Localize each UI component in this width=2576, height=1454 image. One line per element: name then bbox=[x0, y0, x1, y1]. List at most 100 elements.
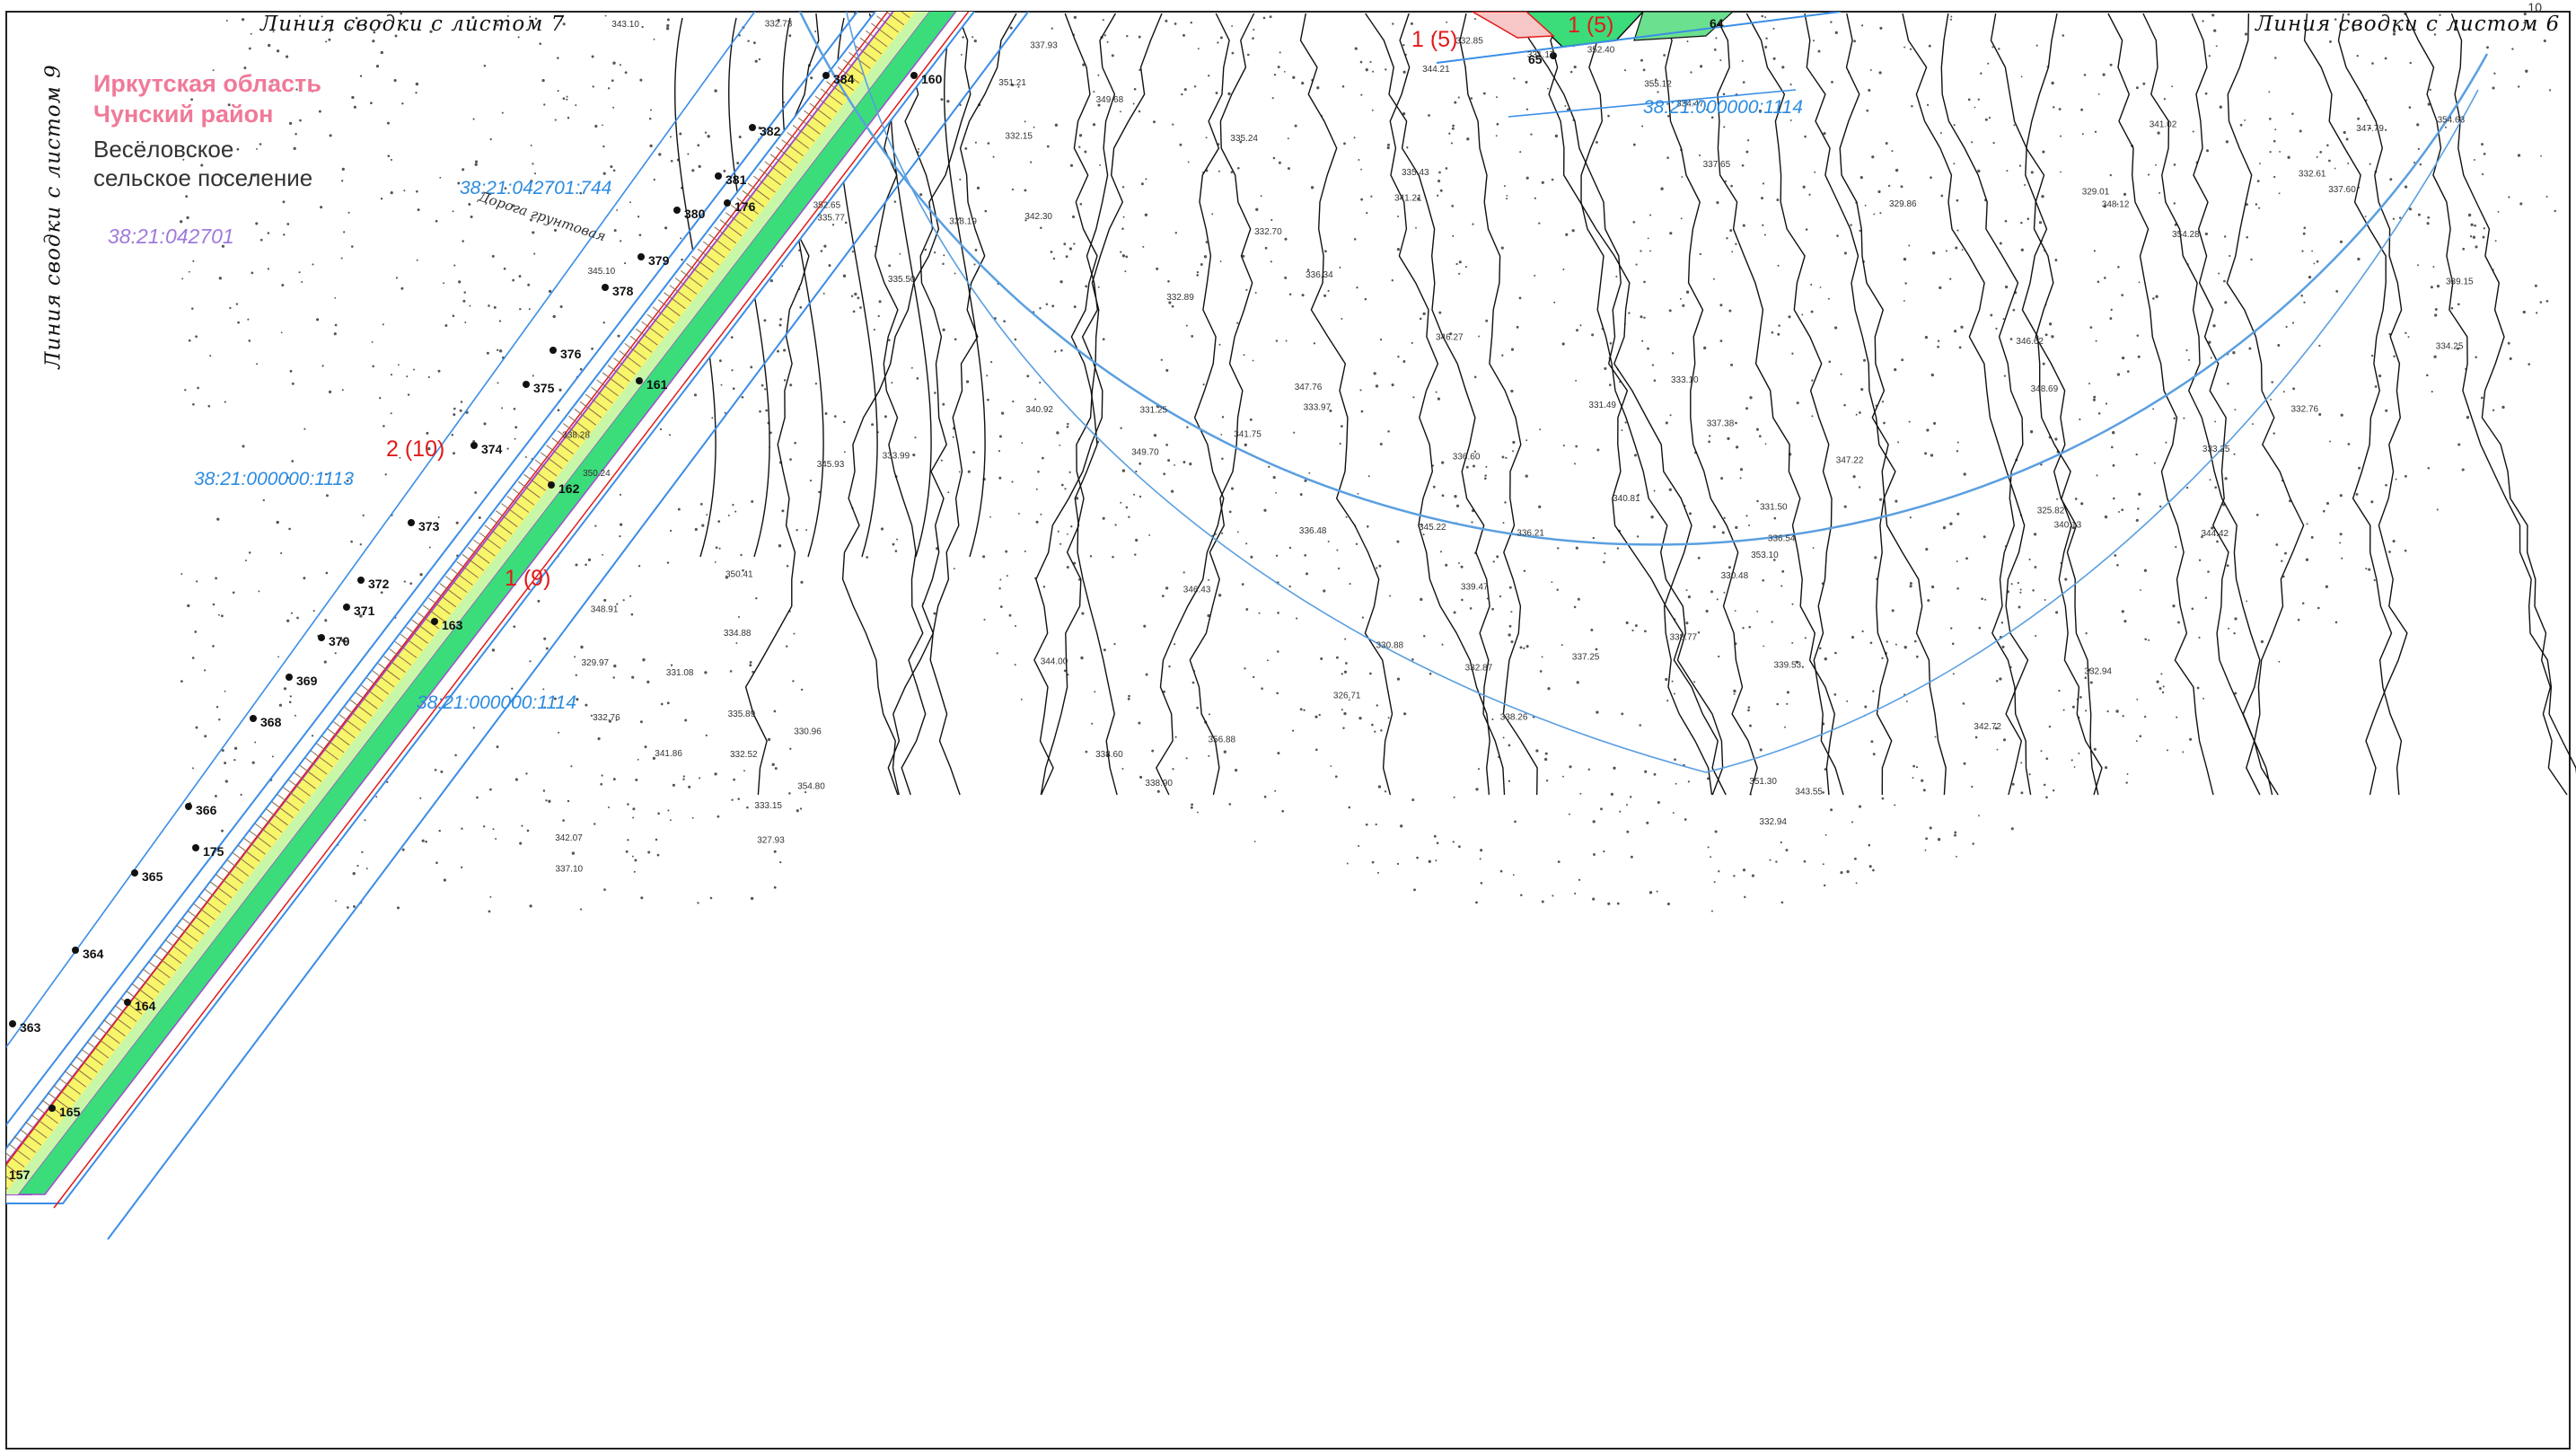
survey-dot bbox=[1777, 332, 1780, 336]
survey-dot bbox=[1697, 631, 1701, 634]
elevation-label: 332.76 bbox=[2291, 405, 2319, 415]
survey-dot bbox=[1145, 178, 1147, 181]
survey-dot bbox=[1872, 753, 1876, 756]
road-hatch bbox=[428, 597, 451, 615]
survey-dot bbox=[793, 632, 796, 635]
survey-dot bbox=[1576, 681, 1579, 684]
survey-dot bbox=[758, 57, 761, 61]
survey-dot bbox=[1925, 548, 1929, 551]
survey-dot bbox=[1014, 664, 1016, 666]
survey-dot bbox=[2089, 326, 2093, 329]
survey-dot bbox=[1859, 229, 1861, 233]
survey-dot bbox=[1273, 74, 1277, 76]
survey-dot bbox=[1998, 48, 2000, 50]
survey-dot bbox=[1271, 97, 1274, 100]
survey-dot bbox=[2102, 73, 2106, 76]
survey-dot bbox=[2457, 443, 2461, 446]
survey-dot bbox=[537, 599, 541, 603]
survey-dot bbox=[1263, 795, 1267, 798]
survey-dot bbox=[1576, 329, 1578, 332]
survey-dot bbox=[1275, 554, 1279, 557]
survey-dot bbox=[2079, 419, 2081, 421]
survey-dot bbox=[192, 402, 195, 406]
survey-dot bbox=[495, 838, 497, 840]
survey-dot bbox=[1121, 254, 1126, 258]
survey-dot bbox=[1244, 443, 1247, 447]
survey-dot bbox=[1963, 762, 1966, 765]
survey-dot bbox=[2480, 396, 2484, 400]
road-hatch bbox=[75, 1055, 98, 1073]
survey-dot bbox=[1756, 499, 1759, 503]
zone-label-2-10: 2 (10) bbox=[386, 436, 445, 462]
survey-dot bbox=[2501, 405, 2505, 410]
survey-dot bbox=[986, 375, 989, 377]
survey-dot bbox=[2313, 262, 2316, 265]
survey-dot bbox=[425, 840, 427, 843]
survey-dot bbox=[2291, 322, 2295, 324]
elevation-label: 337.38 bbox=[1707, 419, 1735, 428]
survey-dot bbox=[1900, 185, 1903, 189]
road-hatch bbox=[164, 939, 188, 956]
survey-dot bbox=[2472, 235, 2476, 239]
survey-dot bbox=[2110, 445, 2114, 449]
survey-dot bbox=[587, 558, 592, 562]
survey-dot bbox=[1674, 758, 1676, 762]
survey-dot bbox=[1260, 195, 1262, 198]
survey-dot bbox=[2482, 235, 2485, 239]
survey-dot bbox=[758, 126, 761, 130]
survey-dot bbox=[1151, 749, 1155, 753]
survey-dot bbox=[709, 896, 713, 900]
survey-dot bbox=[1909, 585, 1912, 588]
survey-dot bbox=[1466, 137, 1470, 141]
road-hatch bbox=[142, 968, 165, 986]
survey-dot bbox=[2395, 478, 2397, 480]
survey-dot bbox=[2469, 235, 2473, 238]
survey-dot bbox=[1878, 498, 1883, 501]
survey-dot bbox=[483, 825, 486, 828]
survey-dot bbox=[401, 102, 404, 105]
survey-dot bbox=[1439, 189, 1443, 192]
road-hatch bbox=[215, 874, 238, 892]
survey-dot bbox=[237, 181, 240, 183]
cadastral-block-label: 38:21:042701 bbox=[108, 225, 234, 248]
road-hatch bbox=[804, 110, 826, 128]
survey-dot bbox=[557, 409, 560, 412]
survey-dot bbox=[395, 277, 398, 279]
survey-dot bbox=[1496, 96, 1498, 99]
survey-dot bbox=[221, 749, 224, 753]
survey-dot bbox=[513, 625, 516, 629]
contour-line bbox=[868, 13, 927, 796]
survey-dot bbox=[291, 460, 295, 463]
survey-dot bbox=[1547, 687, 1551, 691]
survey-dot bbox=[197, 386, 199, 390]
survey-dot bbox=[1675, 782, 1677, 785]
survey-dot bbox=[1242, 254, 1245, 258]
survey-dot bbox=[1034, 398, 1037, 401]
survey-dot bbox=[276, 49, 280, 53]
survey-dot bbox=[1376, 871, 1380, 874]
survey-dot bbox=[2287, 155, 2290, 159]
survey-dot bbox=[954, 338, 957, 341]
survey-dot bbox=[1698, 154, 1701, 157]
survey-dot bbox=[998, 450, 1001, 453]
survey-dot bbox=[1716, 598, 1719, 601]
survey-dot bbox=[2109, 173, 2112, 177]
survey-dot bbox=[1092, 123, 1096, 127]
survey-dot bbox=[1686, 40, 1689, 43]
survey-dot bbox=[749, 664, 752, 667]
survey-dot bbox=[1365, 823, 1368, 826]
road-hatch bbox=[517, 480, 541, 498]
survey-dot bbox=[1422, 312, 1426, 316]
survey-dot bbox=[672, 783, 675, 787]
survey-dot bbox=[254, 741, 257, 744]
road-hatch bbox=[664, 292, 686, 310]
survey-dot bbox=[1143, 624, 1147, 628]
survey-dot bbox=[1814, 171, 1816, 173]
contour-line bbox=[1389, 13, 1490, 796]
road-hatch bbox=[266, 808, 288, 826]
survey-dot bbox=[1165, 586, 1169, 590]
survey-dot bbox=[824, 412, 828, 415]
survey-dot bbox=[1357, 492, 1359, 495]
survey-dot bbox=[2250, 258, 2253, 261]
survey-dot bbox=[380, 21, 382, 24]
